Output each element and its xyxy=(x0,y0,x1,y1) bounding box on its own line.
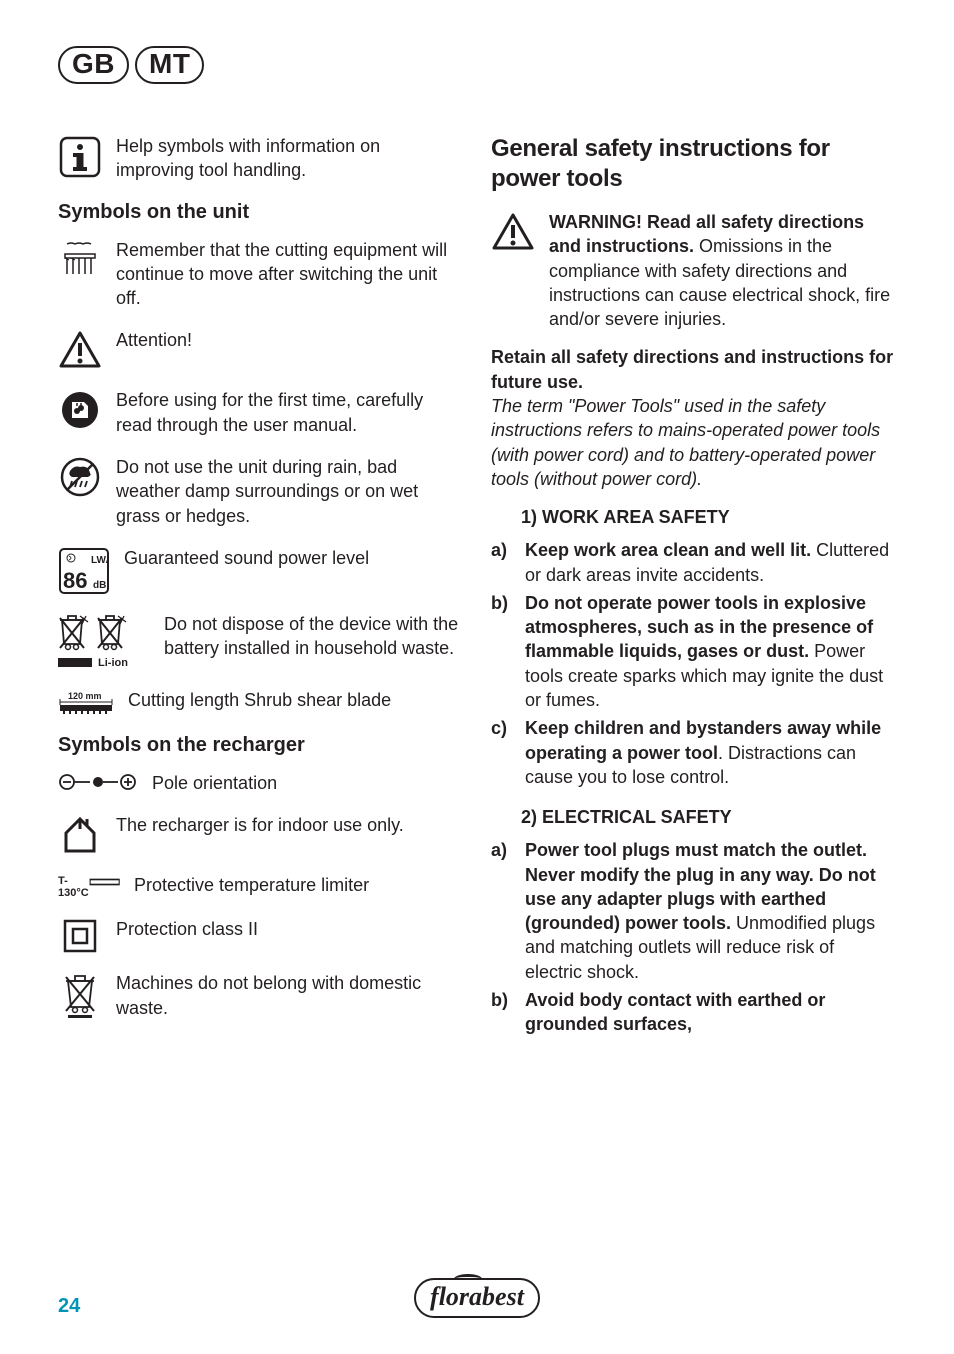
list-item: a) Keep work area clean and well lit. Cl… xyxy=(491,538,896,587)
pole-item: Pole orientation xyxy=(58,771,463,795)
sound-item: LWA 86 dB Guaranteed sound power level xyxy=(58,546,463,594)
pole-icon xyxy=(58,771,138,791)
cutting-item: Remember that the cutting equipment will… xyxy=(58,238,463,311)
waste-icon xyxy=(58,971,102,1019)
symbols-unit-head: Symbols on the unit xyxy=(58,201,463,224)
list-letter: b) xyxy=(491,591,515,712)
dispose-text: Do not dispose of the device with the ba… xyxy=(164,612,463,661)
list-item: b) Do not operate power tools in explosi… xyxy=(491,591,896,712)
left-column: Help symbols with information on improvi… xyxy=(58,134,463,1041)
class2-item: Protection class II xyxy=(58,917,463,953)
manual-item: Before using for the first time, careful… xyxy=(58,388,463,437)
list-letter: a) xyxy=(491,838,515,984)
indoor-item: The recharger is for indoor use only. xyxy=(58,813,463,855)
list-body: Power tool plugs must match the outlet. … xyxy=(525,838,896,984)
sound-text: Guaranteed sound power level xyxy=(124,546,463,570)
class2-text: Protection class II xyxy=(116,917,463,941)
svg-text:120 mm: 120 mm xyxy=(68,691,102,701)
attention-item: Attention! xyxy=(58,328,463,370)
retain-block: Retain all safety directions and instruc… xyxy=(491,345,896,491)
cutting-icon xyxy=(58,238,102,280)
right-column: General safety instructions for power to… xyxy=(491,134,896,1041)
info-icon xyxy=(58,134,102,178)
temp-icon: T-130°C xyxy=(58,873,120,899)
indoor-icon xyxy=(58,813,102,855)
indoor-text: The recharger is for indoor use only. xyxy=(116,813,463,837)
badge-gb: GB xyxy=(58,46,129,84)
svg-text:86: 86 xyxy=(63,568,87,593)
country-badges: GB MT xyxy=(58,46,204,84)
pole-text: Pole orientation xyxy=(152,771,463,795)
warning-block: WARNING! Read all safety directions and … xyxy=(491,210,896,331)
list-body: Keep children and bystanders away while … xyxy=(525,716,896,789)
manual-icon xyxy=(58,388,102,430)
dispose-icons: Li-ion xyxy=(58,612,150,670)
svg-text:LWA: LWA xyxy=(91,555,109,566)
rain-icon xyxy=(58,455,102,497)
badge-mt: MT xyxy=(135,46,204,84)
section-title: General safety instructions for power to… xyxy=(491,134,896,194)
info-text: Help symbols with information on improvi… xyxy=(116,134,463,183)
temp-text: Protective temperature limiter xyxy=(134,873,463,897)
footer: 24 florabest xyxy=(58,1278,896,1318)
work-safety-head: 1) WORK AREA SAFETY xyxy=(491,507,896,528)
retain-body: The term "Power Tools" used in the safet… xyxy=(491,396,880,489)
list-item: a) Power tool plugs must match the outle… xyxy=(491,838,896,984)
sound-icon: LWA 86 dB xyxy=(58,546,110,594)
list-body: Avoid body contact with earthed or groun… xyxy=(525,988,896,1037)
svg-text:dB: dB xyxy=(93,580,106,591)
list-item: b) Avoid body contact with earthed or gr… xyxy=(491,988,896,1037)
brand-logo: florabest xyxy=(414,1278,540,1318)
list-letter: b) xyxy=(491,988,515,1037)
list-body: Do not operate power tools in explosive … xyxy=(525,591,896,712)
cutting-text: Remember that the cutting equipment will… xyxy=(116,238,463,311)
warning-triangle-icon xyxy=(491,210,535,331)
svg-text:Li-ion: Li-ion xyxy=(98,657,128,669)
rain-text: Do not use the unit during rain, bad wea… xyxy=(116,455,463,528)
class2-icon xyxy=(58,917,102,953)
waste-item: Machines do not belong with domestic was… xyxy=(58,971,463,1020)
retain-head: Retain all safety directions and instruc… xyxy=(491,347,893,391)
list-letter: a) xyxy=(491,538,515,587)
list-body: Keep work area clean and well lit. Clutt… xyxy=(525,538,896,587)
manual-text: Before using for the first time, careful… xyxy=(116,388,463,437)
symbols-recharger-head: Symbols on the recharger xyxy=(58,734,463,757)
temp-label: T-130°C xyxy=(58,875,89,899)
warning-text: WARNING! Read all safety directions and … xyxy=(549,210,896,331)
dispose-item: Li-ion Do not dispose of the device with… xyxy=(58,612,463,670)
attention-icon xyxy=(58,328,102,370)
list-letter: c) xyxy=(491,716,515,789)
cutlen-text: Cutting length Shrub shear blade xyxy=(128,688,463,712)
rain-item: Do not use the unit during rain, bad wea… xyxy=(58,455,463,528)
cutlen-icon: 120 mm xyxy=(58,688,114,716)
electrical-safety-head: 2) ELECTRICAL SAFETY xyxy=(491,807,896,828)
info-item: Help symbols with information on improvi… xyxy=(58,134,463,183)
waste-text: Machines do not belong with domestic was… xyxy=(116,971,463,1020)
page-number: 24 xyxy=(58,1295,80,1318)
cutlen-item: 120 mm Cutting length Shrub shear blade xyxy=(58,688,463,716)
temp-item: T-130°C Protective temperature limiter xyxy=(58,873,463,899)
list-item: c) Keep children and bystanders away whi… xyxy=(491,716,896,789)
attention-text: Attention! xyxy=(116,328,463,352)
